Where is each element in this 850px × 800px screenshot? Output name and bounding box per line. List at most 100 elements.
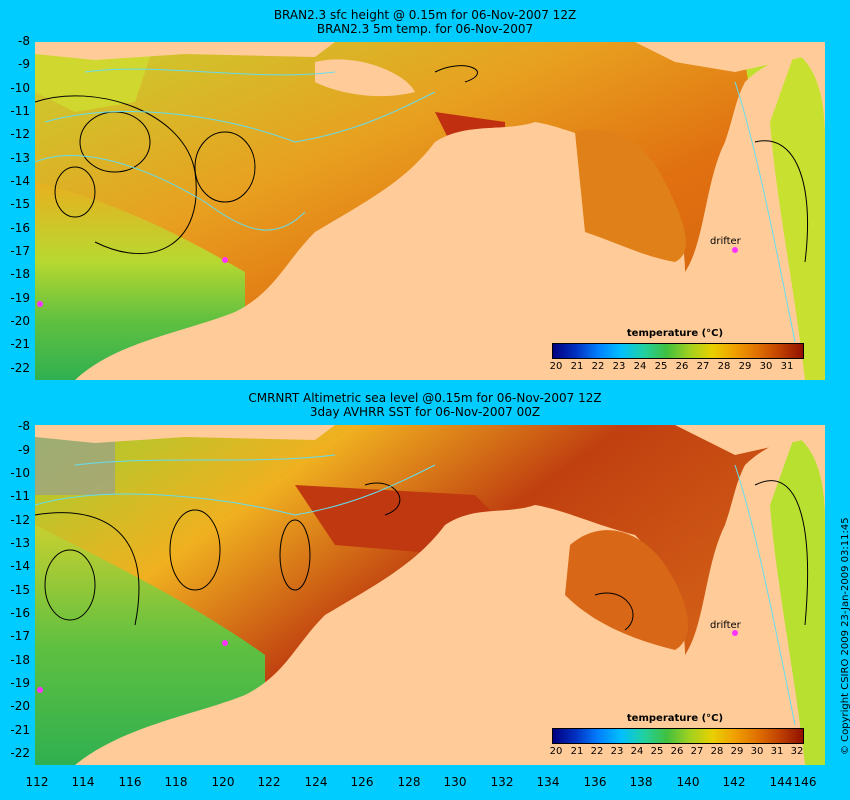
australia-landmass	[75, 42, 825, 380]
lat-tick: -20	[10, 699, 30, 713]
colorbar-label: 26	[670, 746, 684, 757]
colorbar-label: 29	[738, 361, 752, 372]
lon-tick: 130	[443, 775, 467, 789]
bottom-colorbar	[552, 728, 804, 744]
colorbar-label: 32	[790, 746, 804, 757]
lon-tick: 134	[536, 775, 560, 789]
top-map-title: BRAN2.3 sfc height @ 0.15m for 06-Nov-20…	[273, 8, 577, 22]
colorbar-label: 22	[591, 361, 605, 372]
coral-sea-water	[770, 435, 825, 765]
lat-tick: -18	[10, 653, 30, 667]
colorbar-label: 30	[750, 746, 764, 757]
new-guinea-coast	[675, 425, 825, 455]
indonesian-islands	[35, 425, 335, 443]
top-colorbar	[552, 343, 804, 359]
lat-tick: -12	[10, 513, 30, 527]
colorbar-label: 30	[759, 361, 773, 372]
lon-tick: 124	[304, 775, 328, 789]
top-map-svg	[35, 42, 825, 380]
lon-tick: 116	[118, 775, 142, 789]
lon-tick: 126	[350, 775, 374, 789]
lat-tick: -17	[10, 244, 30, 258]
lat-tick: -9	[18, 57, 30, 71]
lon-tick: 140	[676, 775, 700, 789]
lon-tick: 142	[722, 775, 746, 789]
colorbar-label: 27	[690, 746, 704, 757]
lat-tick: -13	[10, 151, 30, 165]
colorbar-label: 25	[650, 746, 664, 757]
colorbar-label: 25	[654, 361, 668, 372]
colorbar-label: 31	[770, 746, 784, 757]
bottom-map-svg	[35, 425, 825, 765]
colorbar-label: 23	[610, 746, 624, 757]
colorbar-label: 20	[549, 361, 563, 372]
lat-tick: -20	[10, 314, 30, 328]
lon-tick: 144	[769, 775, 793, 789]
lat-tick: -17	[10, 629, 30, 643]
lon-tick: 128	[397, 775, 421, 789]
colorbar-label: 21	[570, 361, 584, 372]
lat-tick: -18	[10, 267, 30, 281]
top-map-panel[interactable]	[35, 42, 825, 380]
lat-tick: -11	[10, 489, 30, 503]
colorbar-label: 28	[710, 746, 724, 757]
coral-sea-water	[770, 52, 825, 380]
colorbar-label: 20	[549, 746, 563, 757]
top-drifter-label: drifter	[710, 236, 741, 247]
new-guinea-coast	[635, 42, 825, 72]
lat-tick: -13	[10, 536, 30, 550]
lat-tick: -22	[10, 746, 30, 760]
bottom-map-subtitle: 3day AVHRR SST for 06-Nov-2007 00Z	[309, 405, 541, 419]
lon-tick: 112	[25, 775, 49, 789]
lat-tick: -14	[10, 174, 30, 188]
colorbar-label: 26	[675, 361, 689, 372]
top-map-subtitle: BRAN2.3 5m temp. for 06-Nov-2007	[316, 22, 534, 36]
colorbar-label: 27	[696, 361, 710, 372]
colorbar-label: 29	[730, 746, 744, 757]
colorbar-label: 24	[630, 746, 644, 757]
bathymetry-contours	[35, 68, 796, 343]
bathymetry-contours	[35, 454, 796, 726]
top-colorbar-title: temperature (°C)	[626, 328, 724, 339]
timor-island	[315, 59, 415, 97]
bottom-map-panel[interactable]	[35, 425, 825, 765]
cool-water-north	[35, 42, 155, 112]
lat-tick: -9	[18, 443, 30, 457]
lat-tick: -11	[10, 104, 30, 118]
sea-height-contours	[35, 65, 808, 263]
indonesian-islands	[35, 42, 335, 60]
lat-tick: -19	[10, 291, 30, 305]
australia-landmass	[75, 425, 825, 765]
lat-tick: -14	[10, 559, 30, 573]
drifter-markers	[37, 247, 738, 307]
copyright-notice: © Copyright CSIRO 2009 23-Jan-2009 03:11…	[840, 517, 850, 755]
lon-tick: 136	[583, 775, 607, 789]
lat-tick: -10	[10, 466, 30, 480]
lat-tick: -21	[10, 337, 30, 351]
colorbar-label: 28	[717, 361, 731, 372]
colorbar-label: 23	[612, 361, 626, 372]
colorbar-label: 22	[590, 746, 604, 757]
bottom-map-title: CMRNRT Altimetric sea level @0.15m for 0…	[248, 391, 602, 405]
lon-tick: 138	[629, 775, 653, 789]
bottom-colorbar-title: temperature (°C)	[626, 713, 724, 724]
lat-tick: -15	[10, 197, 30, 211]
colorbar-label: 24	[633, 361, 647, 372]
cool-water-region	[35, 525, 265, 765]
lat-tick: -8	[18, 34, 30, 48]
lon-tick: 132	[490, 775, 514, 789]
colorbar-label: 31	[780, 361, 794, 372]
lon-tick: 120	[211, 775, 235, 789]
lat-tick: -16	[10, 606, 30, 620]
gulf-of-carpentaria	[575, 129, 686, 262]
drifter-markers	[37, 630, 738, 693]
lon-tick: 118	[164, 775, 188, 789]
colorbar-label: 21	[570, 746, 584, 757]
lat-tick: -19	[10, 676, 30, 690]
lon-tick: 114	[71, 775, 95, 789]
bottom-drifter-label: drifter	[710, 620, 741, 631]
lat-tick: -22	[10, 361, 30, 375]
lon-tick: 146	[793, 775, 817, 789]
lat-tick: -10	[10, 81, 30, 95]
lat-tick: -21	[10, 723, 30, 737]
